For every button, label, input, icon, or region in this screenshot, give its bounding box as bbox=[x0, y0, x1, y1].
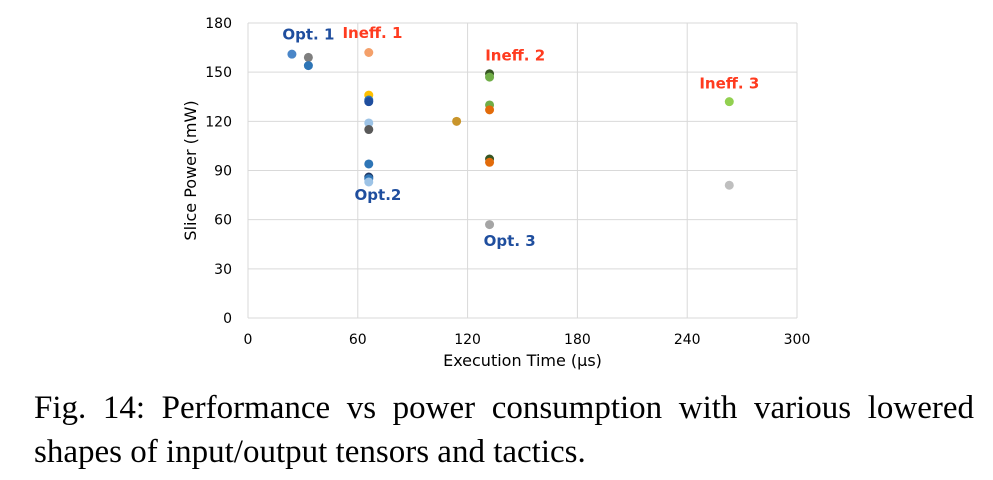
data-point bbox=[452, 116, 462, 126]
y-tick-label: 30 bbox=[214, 262, 232, 278]
y-tick-label: 90 bbox=[214, 164, 232, 180]
data-point bbox=[287, 49, 297, 59]
x-tick-label: 240 bbox=[674, 332, 701, 348]
data-point bbox=[364, 159, 374, 169]
x-tick-label: 300 bbox=[784, 332, 811, 348]
x-tick-label: 0 bbox=[244, 332, 253, 348]
data-point bbox=[485, 220, 495, 230]
annotation-label: Opt. 1 bbox=[282, 25, 334, 43]
x-axis-label: Execution Time (µs) bbox=[443, 351, 602, 370]
figure-caption: Fig. 14: Performance vs power consumptio… bbox=[34, 390, 974, 470]
y-tick-label: 180 bbox=[205, 16, 232, 32]
data-point bbox=[364, 125, 374, 135]
y-tick-label: 0 bbox=[223, 311, 232, 327]
x-tick-label: 180 bbox=[564, 332, 591, 348]
data-points bbox=[287, 48, 734, 230]
x-tick-label: 60 bbox=[349, 332, 367, 348]
y-axis-label: Slice Power (mW) bbox=[181, 100, 200, 240]
data-point bbox=[303, 61, 313, 71]
y-tick-label: 120 bbox=[205, 114, 232, 130]
data-point bbox=[303, 52, 313, 62]
tick-labels: 0 30 60 90 120 150 180 0 60 120 180 240 300 bbox=[205, 16, 810, 348]
data-point bbox=[724, 180, 734, 190]
data-point bbox=[724, 97, 734, 107]
x-tick-label: 120 bbox=[454, 332, 481, 348]
grid-lines bbox=[247, 22, 798, 319]
data-point bbox=[485, 72, 495, 82]
data-point bbox=[364, 97, 374, 107]
y-tick-label: 60 bbox=[214, 213, 232, 229]
annotation-label: Ineff. 1 bbox=[342, 24, 402, 42]
data-point bbox=[364, 177, 374, 187]
annotation-label: Opt.2 bbox=[355, 186, 402, 204]
data-point bbox=[364, 118, 374, 128]
y-tick-label: 150 bbox=[205, 65, 232, 81]
data-point bbox=[485, 157, 495, 167]
annotations: Opt. 1 Ineff. 1 Opt.2 Ineff. 2 Opt. 3 Ineff. … bbox=[282, 24, 759, 250]
data-point bbox=[364, 48, 374, 57]
annotation-label: Ineff. 3 bbox=[699, 75, 759, 93]
scatter-chart: 0 30 60 90 120 150 180 0 60 120 180 240 300 Opt. 1 In… bbox=[181, 16, 810, 370]
annotation-label: Opt. 3 bbox=[484, 232, 536, 250]
annotation-label: Ineff. 2 bbox=[485, 47, 545, 65]
data-point bbox=[485, 105, 495, 115]
